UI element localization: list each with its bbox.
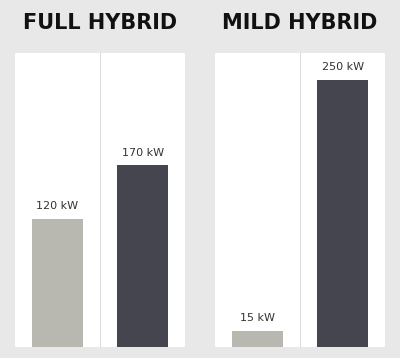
Text: 250 kW: 250 kW [322,62,364,72]
Text: 15 kW: 15 kW [240,313,275,323]
Bar [117,165,168,347]
Text: MILD HYBRID: MILD HYBRID [222,13,378,33]
Text: 120 kW: 120 kW [36,201,78,211]
Text: FULL HYBRID: FULL HYBRID [23,13,177,33]
Bar [232,330,283,347]
Bar [32,218,83,347]
Bar [317,80,368,347]
Text: 170 kW: 170 kW [122,148,164,158]
